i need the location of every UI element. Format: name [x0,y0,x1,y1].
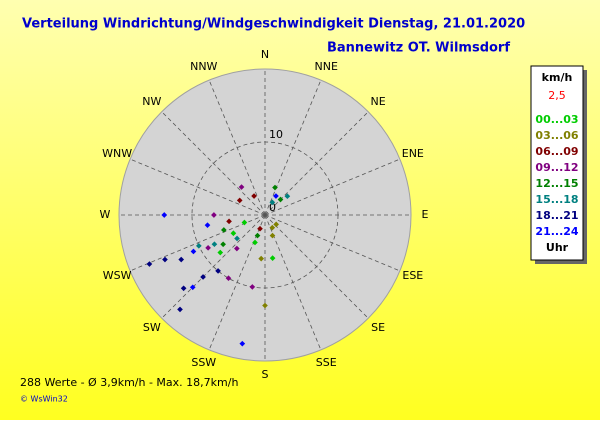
data-point [204,222,211,228]
direction-label: SSE [316,356,337,369]
spoke [161,111,266,216]
data-point [178,256,185,263]
legend-scale: 2,5 [548,89,566,102]
direction-label: N [261,48,269,61]
direction-label: NE [371,95,386,108]
data-point [211,212,217,218]
spoke [208,79,266,216]
data-point [269,255,276,261]
direction-label: W [100,208,111,221]
data-point [189,284,196,291]
data-point [190,248,197,255]
legend-entry: 03...06 [535,129,578,142]
direction-label: E [422,208,429,221]
data-point [234,235,240,242]
data-point [225,275,232,282]
direction-label: WSW [103,269,132,282]
data-point [269,199,276,206]
data-point [272,184,278,191]
data-point [217,249,224,256]
chart-subtitle: Bannewitz OT. Wilmsdorf [327,41,510,56]
data-point [161,212,168,218]
data-point [284,193,291,200]
data-point [262,302,268,309]
r-tick-label: 10 [269,128,283,141]
data-point [257,225,263,232]
direction-label: SSW [191,356,216,369]
direction-label: SW [143,321,161,334]
legend-entry: 12...15 [535,177,578,190]
data-point [249,284,256,290]
data-point [254,232,261,239]
data-point [226,218,232,225]
data-point [241,219,248,226]
footer: 288 Werte - Ø 3,9km/h - Max. 18,7km/h [20,376,238,389]
chart-title: Verteilung Windrichtung/Windgeschwindigk… [22,17,525,32]
direction-label: NNE [315,60,338,73]
data-point [258,255,265,262]
credit: © WsWin32 [20,395,68,404]
data-point [230,230,237,237]
data-point [273,193,279,199]
legend-entry: 00...03 [535,113,578,126]
direction-label: SE [371,321,385,334]
data-point [146,261,153,267]
legend-entry: 09...12 [535,161,578,174]
legend-title: km/h [542,71,573,84]
direction-label: NW [142,95,161,108]
data-point [269,224,276,231]
data-point [238,184,245,190]
spoke [129,158,266,216]
data-point [177,306,183,313]
data-point [273,221,280,228]
data-point [221,227,227,233]
legend-entry: 15...18 [535,193,578,206]
data-point [239,340,246,347]
legend-entry: 21...24 [535,225,578,238]
grid-ring [191,141,339,289]
data-point [252,239,258,246]
data-point [236,197,243,204]
data-point [269,232,276,239]
data-point [211,241,218,248]
data-point [234,245,240,252]
r-tick-label: 0 [269,201,276,214]
legend-footer: Uhr [546,241,569,254]
direction-label: WNW [102,147,132,160]
direction-label: ENE [402,147,424,160]
direction-label: S [262,368,269,381]
legend-box [530,65,584,261]
data-point [277,196,284,203]
data-point [180,285,187,292]
legend-entry: 06...09 [535,145,578,158]
legend-entry: 18...21 [535,209,578,222]
direction-label: NNW [190,60,217,73]
data-point [220,241,226,248]
spoke [129,214,266,272]
data-point [162,256,168,263]
data-point [205,245,211,251]
data-point [196,243,202,249]
direction-label: ESE [402,269,423,282]
data-point [200,274,206,280]
data-point [215,268,221,274]
